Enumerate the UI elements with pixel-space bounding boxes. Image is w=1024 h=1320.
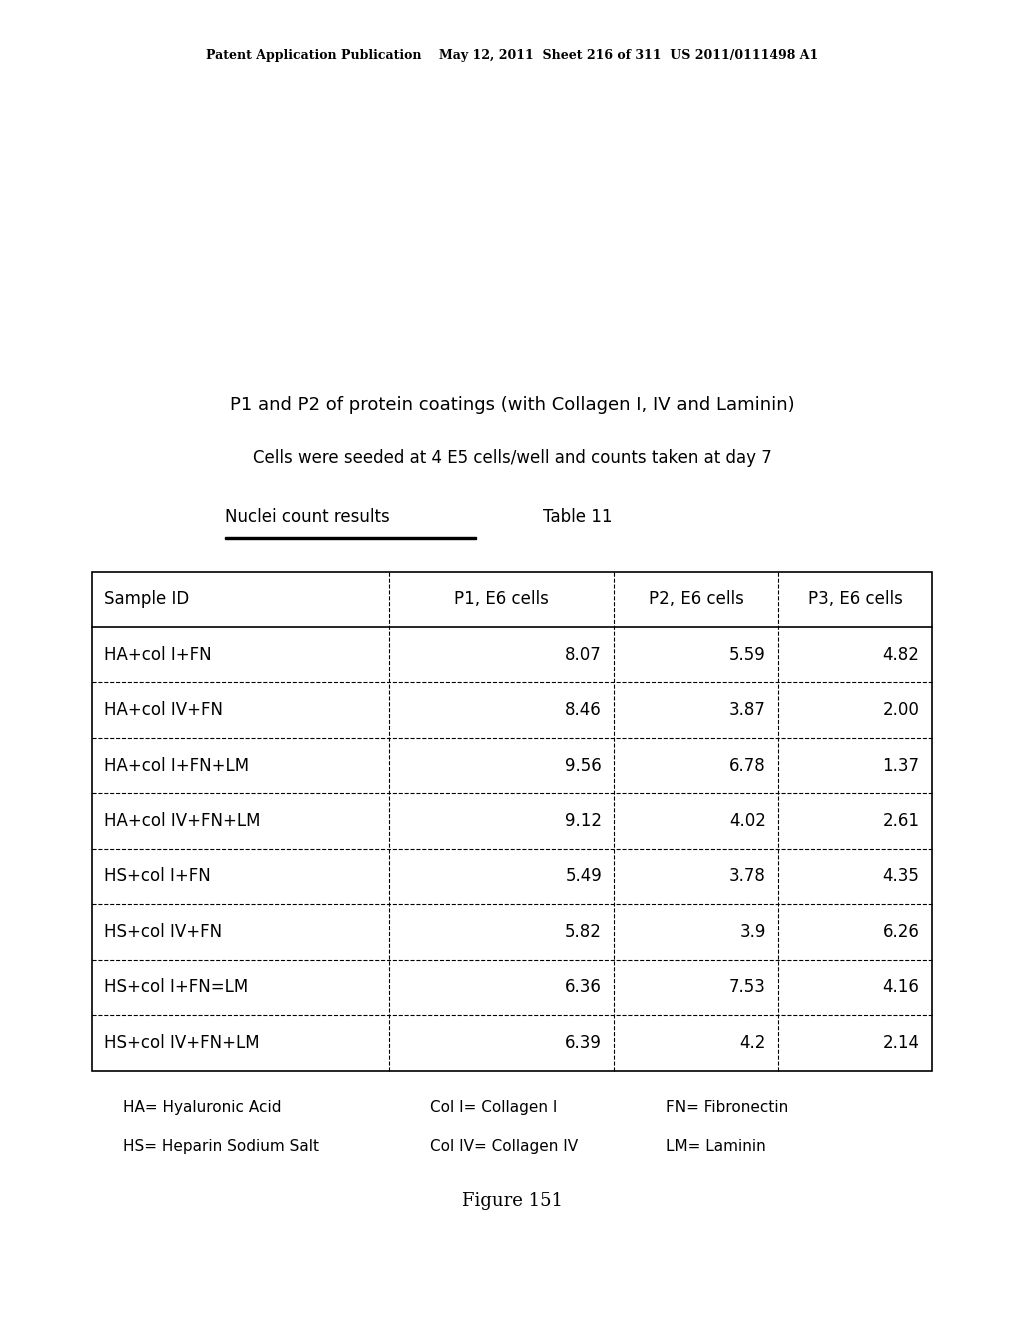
Text: 8.07: 8.07 xyxy=(565,645,602,664)
Text: Patent Application Publication    May 12, 2011  Sheet 216 of 311  US 2011/011149: Patent Application Publication May 12, 2… xyxy=(206,49,818,62)
Text: HA+col I+FN+LM: HA+col I+FN+LM xyxy=(104,756,250,775)
Text: HA+col I+FN: HA+col I+FN xyxy=(104,645,212,664)
Text: HA+col IV+FN: HA+col IV+FN xyxy=(104,701,223,719)
Text: 4.02: 4.02 xyxy=(729,812,766,830)
Text: 4.35: 4.35 xyxy=(883,867,920,886)
Text: 5.82: 5.82 xyxy=(565,923,602,941)
Text: 2.00: 2.00 xyxy=(883,701,920,719)
Text: 5.49: 5.49 xyxy=(565,867,602,886)
Text: 9.56: 9.56 xyxy=(565,756,602,775)
Text: HS+col IV+FN+LM: HS+col IV+FN+LM xyxy=(104,1034,260,1052)
Text: 3.87: 3.87 xyxy=(729,701,766,719)
Text: 4.82: 4.82 xyxy=(883,645,920,664)
Text: LM= Laminin: LM= Laminin xyxy=(666,1139,765,1154)
Text: 3.78: 3.78 xyxy=(729,867,766,886)
Text: 8.46: 8.46 xyxy=(565,701,602,719)
Text: 6.39: 6.39 xyxy=(565,1034,602,1052)
Text: Cells were seeded at 4 E5 cells/well and counts taken at day 7: Cells were seeded at 4 E5 cells/well and… xyxy=(253,449,771,467)
Text: 2.61: 2.61 xyxy=(883,812,920,830)
Text: FN= Fibronectin: FN= Fibronectin xyxy=(666,1100,787,1114)
Text: HS+col IV+FN: HS+col IV+FN xyxy=(104,923,222,941)
Text: 6.26: 6.26 xyxy=(883,923,920,941)
Text: Table 11: Table 11 xyxy=(543,508,612,527)
Text: 6.78: 6.78 xyxy=(729,756,766,775)
Text: 4.16: 4.16 xyxy=(883,978,920,997)
Text: Nuclei count results: Nuclei count results xyxy=(225,508,390,527)
Text: HS+col I+FN=LM: HS+col I+FN=LM xyxy=(104,978,249,997)
Text: Sample ID: Sample ID xyxy=(104,590,189,609)
Text: 2.14: 2.14 xyxy=(883,1034,920,1052)
Text: Col I= Collagen I: Col I= Collagen I xyxy=(430,1100,557,1114)
Text: P1 and P2 of protein coatings (with Collagen I, IV and Laminin): P1 and P2 of protein coatings (with Coll… xyxy=(229,396,795,414)
Text: Col IV= Collagen IV: Col IV= Collagen IV xyxy=(430,1139,579,1154)
Text: Figure 151: Figure 151 xyxy=(462,1192,562,1210)
Text: HS= Heparin Sodium Salt: HS= Heparin Sodium Salt xyxy=(123,1139,318,1154)
Text: 7.53: 7.53 xyxy=(729,978,766,997)
Text: HS+col I+FN: HS+col I+FN xyxy=(104,867,211,886)
Text: 3.9: 3.9 xyxy=(739,923,766,941)
Text: P1, E6 cells: P1, E6 cells xyxy=(455,590,549,609)
Text: P3, E6 cells: P3, E6 cells xyxy=(808,590,902,609)
Text: 1.37: 1.37 xyxy=(883,756,920,775)
Text: 6.36: 6.36 xyxy=(565,978,602,997)
Text: HA+col IV+FN+LM: HA+col IV+FN+LM xyxy=(104,812,261,830)
Text: 5.59: 5.59 xyxy=(729,645,766,664)
Text: 9.12: 9.12 xyxy=(565,812,602,830)
Text: HA= Hyaluronic Acid: HA= Hyaluronic Acid xyxy=(123,1100,282,1114)
Text: 4.2: 4.2 xyxy=(739,1034,766,1052)
Text: P2, E6 cells: P2, E6 cells xyxy=(649,590,743,609)
